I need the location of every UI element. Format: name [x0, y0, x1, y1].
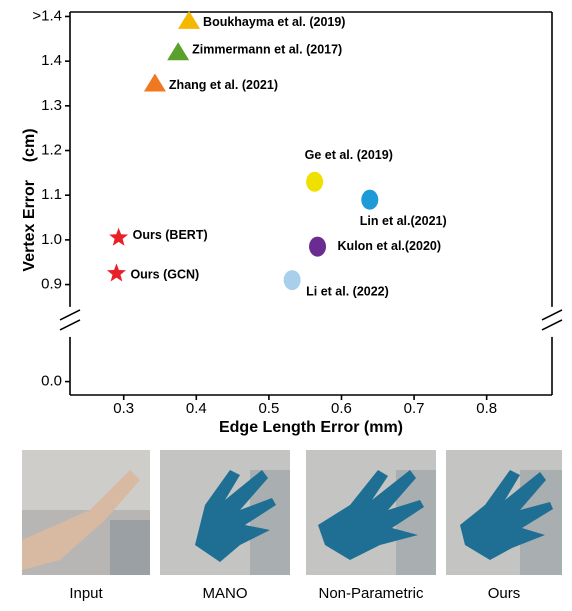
- point: [284, 270, 301, 290]
- caption: Non-Parametric: [318, 585, 424, 602]
- axis-break: [60, 310, 80, 320]
- caption: Input: [69, 585, 103, 602]
- x-tick-label: 0.6: [331, 400, 352, 417]
- point-label: Zhang et al. (2021): [169, 78, 278, 92]
- point-label: Zimmermann et al. (2017): [192, 43, 342, 57]
- point: [361, 190, 378, 210]
- x-tick-label: 0.5: [258, 400, 279, 417]
- y-tick-label: 1.4: [41, 52, 62, 69]
- point: [309, 237, 326, 257]
- y-axis-label: Vertex Error (cm): [21, 128, 38, 271]
- point-label: Kulon et al.(2020): [338, 239, 442, 253]
- photo-non-parametric: [306, 450, 436, 575]
- point-label: Boukhayma et al. (2019): [203, 15, 345, 29]
- y-tick-label: 1.1: [41, 186, 62, 203]
- point-label: Li et al. (2022): [306, 284, 389, 298]
- point: [167, 42, 189, 60]
- y-tick-label: 1.0: [41, 231, 62, 248]
- point-label: Ge et al. (2019): [305, 148, 393, 162]
- axis-break: [542, 320, 562, 330]
- photo-mano: [160, 450, 290, 575]
- y-tick-label: 0.9: [41, 276, 62, 293]
- y-tick-label: 0.0: [41, 373, 62, 390]
- axis-break: [60, 320, 80, 330]
- x-tick-label: 0.8: [476, 400, 497, 417]
- point: [107, 263, 126, 281]
- caption: Ours: [488, 585, 521, 602]
- point-label: Ours (GCN): [130, 268, 199, 282]
- y-tick-label: >1.4: [32, 7, 62, 24]
- caption: MANO: [203, 585, 248, 602]
- x-tick-label: 0.4: [186, 400, 207, 417]
- point: [306, 172, 323, 192]
- x-tick-label: 0.7: [404, 400, 425, 417]
- point-label: Ours (BERT): [133, 228, 208, 242]
- point-label: Lin et al.(2021): [360, 214, 447, 228]
- y-tick-label: 1.2: [41, 141, 62, 158]
- x-axis-label: Edge Length Error (mm): [219, 419, 403, 436]
- point: [144, 73, 166, 91]
- figure: Vertex Error (cm) Edge Length Error (mm)…: [0, 0, 572, 606]
- axis-break: [542, 310, 562, 320]
- photo-input: [22, 450, 150, 575]
- y-tick-label: 1.3: [41, 97, 62, 114]
- point: [178, 11, 200, 29]
- point: [109, 228, 128, 246]
- x-tick-label: 0.3: [113, 400, 134, 417]
- photo-ours: [446, 450, 562, 575]
